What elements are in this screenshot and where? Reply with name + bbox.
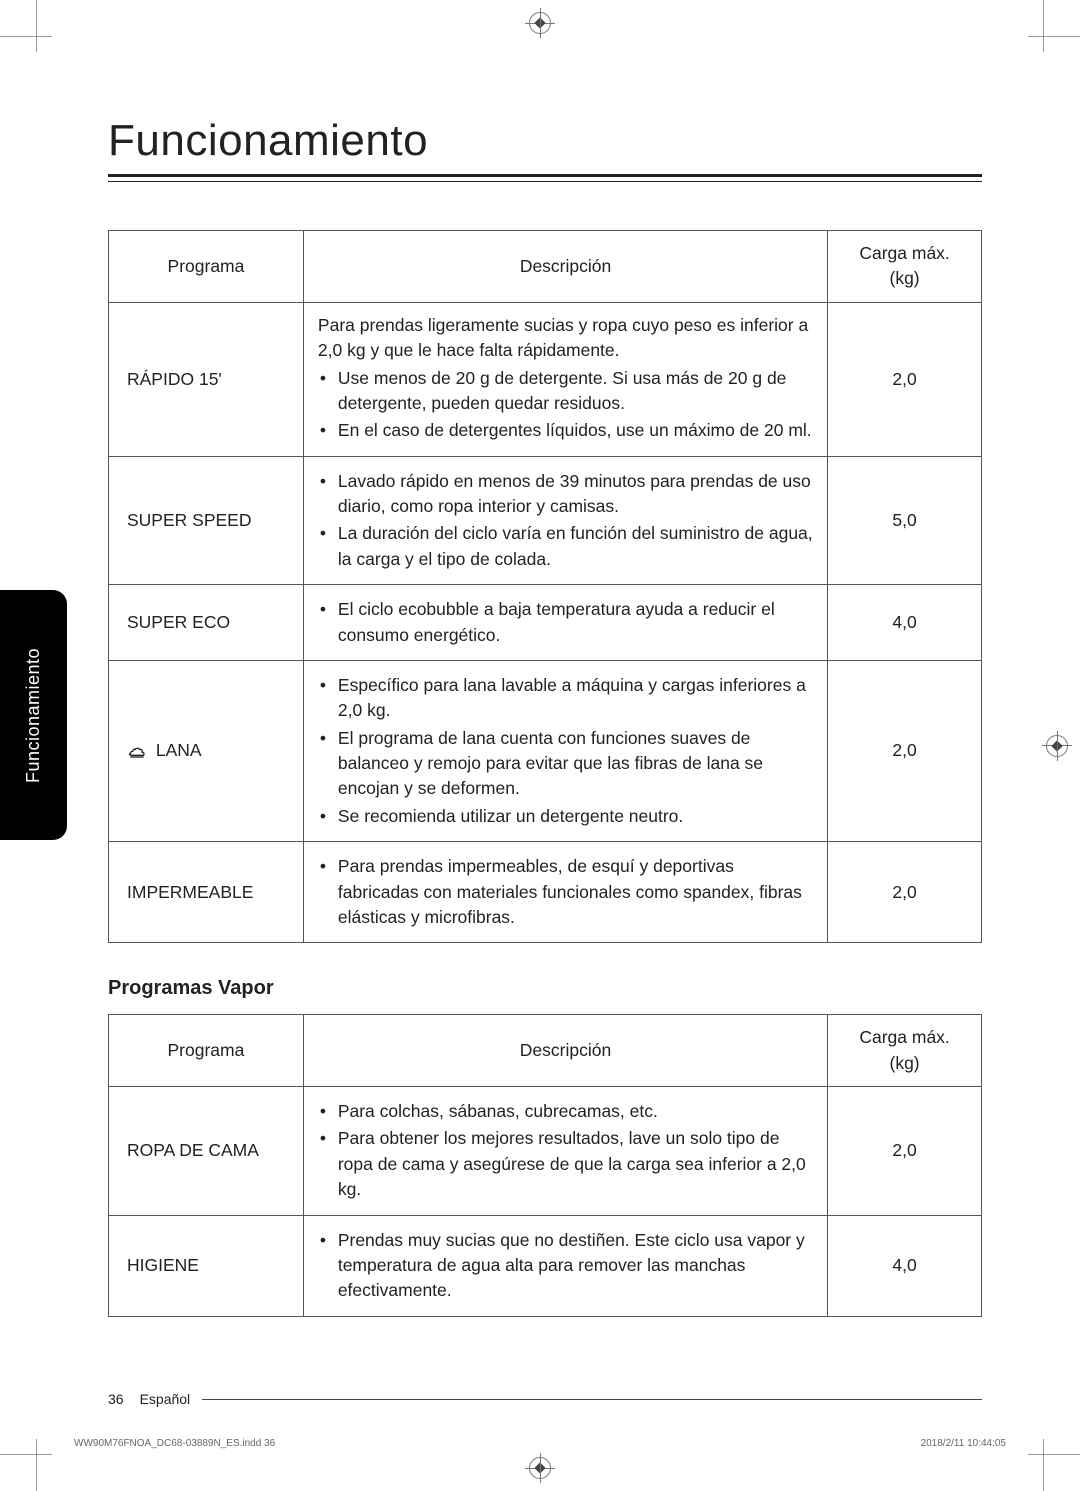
load-cell: 5,0 — [828, 456, 982, 585]
description-cell: Para colchas, sábanas, cubrecamas, etc.P… — [303, 1087, 827, 1216]
program-cell: ROPA DE CAMA — [109, 1087, 304, 1216]
description-cell: Para prendas ligeramente sucias y ropa c… — [303, 302, 827, 456]
description-cell: Prendas muy sucias que no destiñen. Este… — [303, 1215, 827, 1316]
description-bullet: Se recomienda utilizar un detergente neu… — [318, 804, 813, 829]
description-cell: El ciclo ecobubble a baja temperatura ay… — [303, 585, 827, 661]
table-row: RÁPIDO 15'Para prendas ligeramente sucia… — [109, 302, 982, 456]
table-header-load: Carga máx. (kg) — [828, 231, 982, 303]
title-underline — [108, 174, 982, 182]
description-bullet: El programa de lana cuenta con funciones… — [318, 726, 813, 802]
description-bullet: En el caso de detergentes líquidos, use … — [318, 418, 813, 443]
imprint-file: WW90M76FNOA_DC68-03889N_ES.indd 36 — [74, 1438, 275, 1449]
description-bullet: Prendas muy sucias que no destiñen. Este… — [318, 1228, 813, 1304]
registration-mark-icon — [1046, 735, 1068, 757]
description-bullet: Para prendas impermeables, de esquí y de… — [318, 854, 813, 930]
load-cell: 4,0 — [828, 1215, 982, 1316]
load-cell: 2,0 — [828, 1087, 982, 1216]
program-cell: LANA — [109, 660, 304, 841]
table-header-description: Descripción — [303, 231, 827, 303]
table-header-load: Carga máx. (kg) — [828, 1015, 982, 1087]
footer-rule — [202, 1399, 982, 1400]
page-language: Español — [140, 1391, 191, 1407]
page-footer: 36 Español — [108, 1391, 982, 1407]
table-header-program: Programa — [109, 1015, 304, 1087]
table-row: HIGIENEPrendas muy sucias que no destiñe… — [109, 1215, 982, 1316]
table-row: SUPER ECO El ciclo ecobubble a baja tempe… — [109, 585, 982, 661]
table-row: ROPA DE CAMAPara colchas, sábanas, cubre… — [109, 1087, 982, 1216]
imprint: WW90M76FNOA_DC68-03889N_ES.indd 36 2018/… — [74, 1438, 1006, 1449]
side-tab: Funcionamiento — [0, 590, 67, 840]
page-title: Funcionamiento — [108, 116, 982, 166]
load-cell: 2,0 — [828, 842, 982, 943]
side-tab-label: Funcionamiento — [23, 647, 44, 782]
programs-table: Programa Descripción Carga máx. (kg) RÁP… — [108, 230, 982, 943]
description-bullet: Para obtener los mejores resultados, lav… — [318, 1126, 813, 1202]
program-cell: RÁPIDO 15' — [109, 302, 304, 456]
wool-icon — [127, 742, 147, 762]
description-bullet: Para colchas, sábanas, cubrecamas, etc. — [318, 1099, 813, 1124]
program-cell: HIGIENE — [109, 1215, 304, 1316]
description-bullet: La duración del ciclo varía en función d… — [318, 521, 813, 572]
program-cell: SUPER ECO — [109, 585, 304, 661]
description-bullet: Específico para lana lavable a máquina y… — [318, 673, 813, 724]
table-header-program: Programa — [109, 231, 304, 303]
registration-mark-icon — [529, 12, 551, 34]
load-cell: 2,0 — [828, 302, 982, 456]
vapor-programs-table: Programa Descripción Carga máx. (kg) ROP… — [108, 1014, 982, 1316]
page-number: 36 — [108, 1391, 124, 1407]
table-row: SUPER SPEED Lavado rápido en menos de 39 … — [109, 456, 982, 585]
load-cell: 4,0 — [828, 585, 982, 661]
description-bullet: Use menos de 20 g de detergente. Si usa … — [318, 366, 813, 417]
load-cell: 2,0 — [828, 660, 982, 841]
description-bullet: El ciclo ecobubble a baja temperatura ay… — [318, 597, 813, 648]
section-heading-vapor: Programas Vapor — [108, 977, 982, 1000]
description-cell: Lavado rápido en menos de 39 minutos par… — [303, 456, 827, 585]
program-cell: SUPER SPEED — [109, 456, 304, 585]
registration-mark-icon — [529, 1457, 551, 1479]
table-row: IMPERMEABLEPara prendas impermeables, de… — [109, 842, 982, 943]
table-row: LANA Específico para lana lavable a máqui… — [109, 660, 982, 841]
description-cell: Específico para lana lavable a máquina y… — [303, 660, 827, 841]
description-bullet: Lavado rápido en menos de 39 minutos par… — [318, 469, 813, 520]
table-header-description: Descripción — [303, 1015, 827, 1087]
program-cell: IMPERMEABLE — [109, 842, 304, 943]
description-cell: Para prendas impermeables, de esquí y de… — [303, 842, 827, 943]
imprint-timestamp: 2018/2/11 10:44:05 — [921, 1438, 1006, 1449]
